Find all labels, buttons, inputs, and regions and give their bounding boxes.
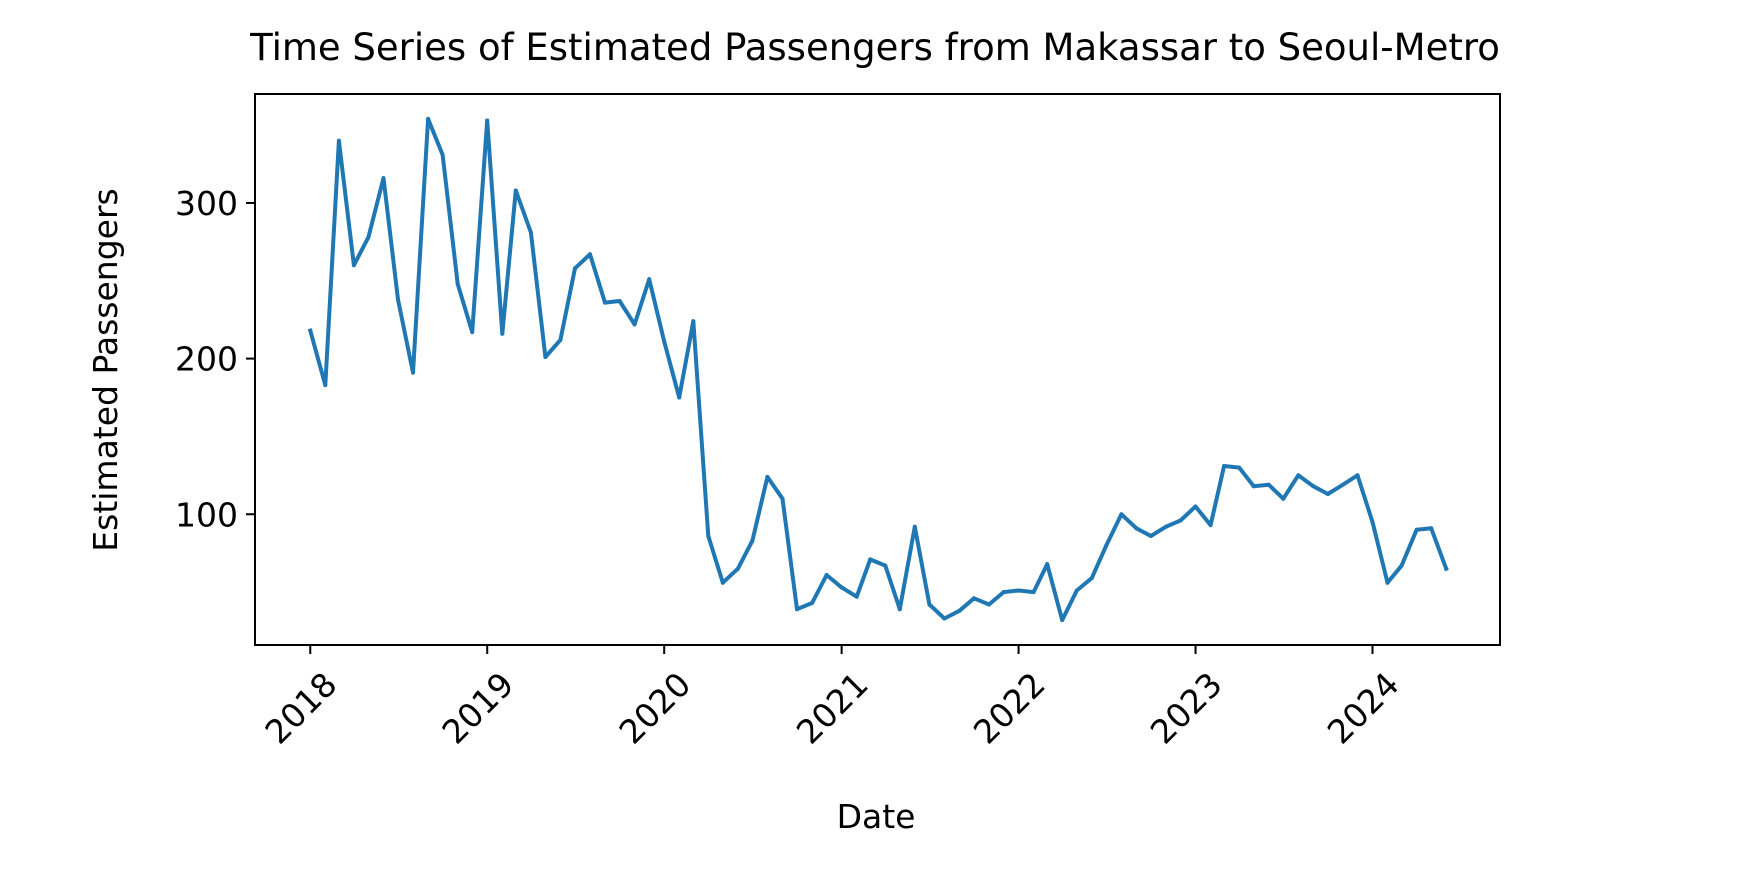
data-point xyxy=(1237,465,1242,470)
data-point xyxy=(691,319,696,324)
data-point xyxy=(1370,520,1375,524)
data-point xyxy=(868,557,873,562)
plot-frame xyxy=(254,93,1501,646)
data-point xyxy=(485,118,490,123)
y-axis-label: Estimated Passengers xyxy=(86,188,125,551)
data-point xyxy=(1340,482,1345,487)
y-tick-label: 100 xyxy=(175,495,238,534)
data-point xyxy=(957,608,962,613)
data-point xyxy=(1325,492,1330,496)
data-point xyxy=(795,607,799,612)
data-point xyxy=(617,299,622,303)
data-point xyxy=(972,596,976,601)
data-point xyxy=(1001,590,1006,595)
data-point xyxy=(1193,504,1198,509)
chart-title: Time Series of Estimated Passengers from… xyxy=(249,26,1500,69)
data-points xyxy=(308,116,1449,623)
data-point xyxy=(1119,512,1124,517)
data-point xyxy=(1060,618,1065,623)
data-point xyxy=(662,339,667,344)
data-point xyxy=(603,300,607,305)
data-point xyxy=(883,563,888,568)
data-point xyxy=(854,594,859,599)
data-point xyxy=(455,281,460,286)
data-point xyxy=(824,573,829,577)
data-point xyxy=(411,370,415,375)
data-point xyxy=(839,585,844,590)
data-point xyxy=(558,337,563,342)
data-point xyxy=(927,602,932,607)
data-point xyxy=(1178,518,1183,523)
data-point xyxy=(426,116,431,121)
data-point xyxy=(1045,562,1050,567)
data-point xyxy=(1414,527,1419,532)
data-point xyxy=(396,297,400,302)
data-point xyxy=(336,138,341,143)
data-point xyxy=(308,328,313,333)
data-point xyxy=(912,524,917,529)
data-point xyxy=(1164,524,1168,529)
data-point xyxy=(1444,566,1449,571)
data-point xyxy=(513,188,518,193)
data-point xyxy=(543,355,548,359)
data-point xyxy=(323,383,328,388)
data-point xyxy=(780,496,785,501)
data-point xyxy=(1016,588,1021,593)
y-tick-label: 300 xyxy=(175,184,238,223)
data-point xyxy=(1089,576,1094,581)
data-point xyxy=(381,176,386,181)
data-point xyxy=(897,607,902,612)
data-point xyxy=(351,263,356,268)
data-point xyxy=(1074,588,1079,593)
data-point xyxy=(1208,523,1213,528)
data-point xyxy=(942,616,947,621)
data-point xyxy=(528,230,533,235)
data-point xyxy=(1148,534,1153,538)
data-point xyxy=(632,322,637,327)
data-point xyxy=(440,152,445,157)
data-point xyxy=(765,474,770,479)
y-tick-label: 200 xyxy=(175,340,238,379)
data-point xyxy=(1134,526,1139,531)
data-point xyxy=(500,331,505,336)
data-point xyxy=(647,277,652,282)
data-point xyxy=(1222,464,1227,468)
data-point xyxy=(1399,563,1404,568)
x-axis-label: Date xyxy=(837,797,916,836)
y-axis-ticks: 100 200 300 xyxy=(175,184,255,534)
data-point xyxy=(1311,484,1316,489)
series-line xyxy=(307,116,1449,623)
data-point xyxy=(706,534,711,538)
data-point xyxy=(366,235,371,240)
data-point xyxy=(588,252,592,257)
data-point xyxy=(470,330,475,335)
data-point xyxy=(720,580,725,585)
data-point xyxy=(810,601,815,605)
data-point xyxy=(573,266,577,271)
data-point xyxy=(677,395,682,400)
data-point xyxy=(987,602,991,607)
data-point xyxy=(1355,473,1360,478)
data-point xyxy=(1104,543,1109,548)
data-point xyxy=(750,538,755,543)
data-point xyxy=(1031,590,1036,595)
data-point xyxy=(1251,484,1256,489)
data-point xyxy=(1429,526,1434,531)
data-point xyxy=(1385,580,1390,585)
data-point xyxy=(1266,482,1271,487)
data-point xyxy=(735,566,740,571)
data-point xyxy=(1281,496,1286,501)
data-point xyxy=(1296,473,1301,478)
